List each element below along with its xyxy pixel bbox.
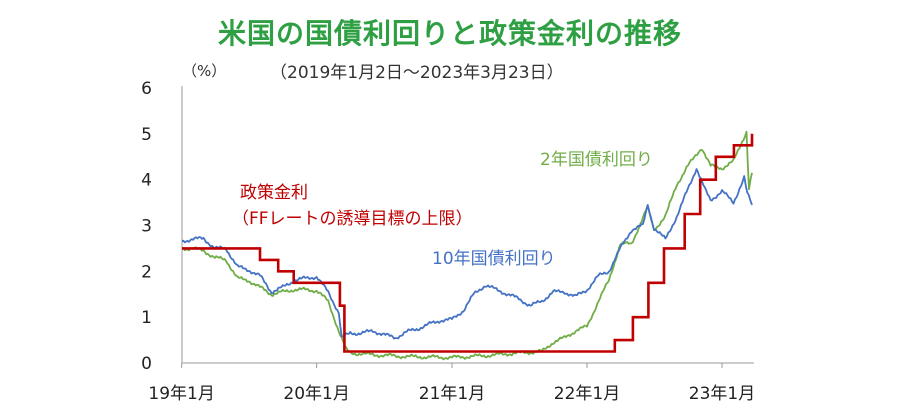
y-tick-label: 3 bbox=[141, 217, 152, 237]
series-label-2y: 2年国債利回り bbox=[540, 150, 653, 170]
x-tick-label: 22年1月 bbox=[554, 384, 620, 404]
chart-title: 米国の国債利回りと政策金利の推移 bbox=[217, 17, 682, 50]
series-line-2y bbox=[181, 130, 753, 361]
y-tick-label: 0 bbox=[141, 354, 152, 374]
series-line-10y bbox=[181, 168, 753, 340]
y-tick-label: 2 bbox=[141, 262, 152, 282]
y-tick-label: 4 bbox=[141, 171, 152, 191]
date-range-subtitle: （2019年1月2日～2023年3月23日） bbox=[270, 63, 564, 83]
y-axis-unit: （%） bbox=[182, 62, 227, 80]
series-label-policy-rate: （FFレートの誘導目標の上限） bbox=[232, 209, 473, 229]
y-tick-label: 5 bbox=[141, 125, 152, 145]
y-tick-label: 1 bbox=[141, 308, 152, 328]
series-label-policy-rate: 政策金利 bbox=[240, 183, 308, 203]
series-line-policy-rate bbox=[182, 133, 754, 353]
x-tick-label: 21年1月 bbox=[419, 384, 485, 404]
x-tick-label: 20年1月 bbox=[283, 384, 349, 404]
x-tick-label: 23年1月 bbox=[689, 384, 755, 404]
y-tick-label: 6 bbox=[141, 79, 152, 99]
x-tick-label: 19年1月 bbox=[148, 384, 214, 404]
series-label-10y: 10年国債利回り bbox=[432, 249, 556, 269]
